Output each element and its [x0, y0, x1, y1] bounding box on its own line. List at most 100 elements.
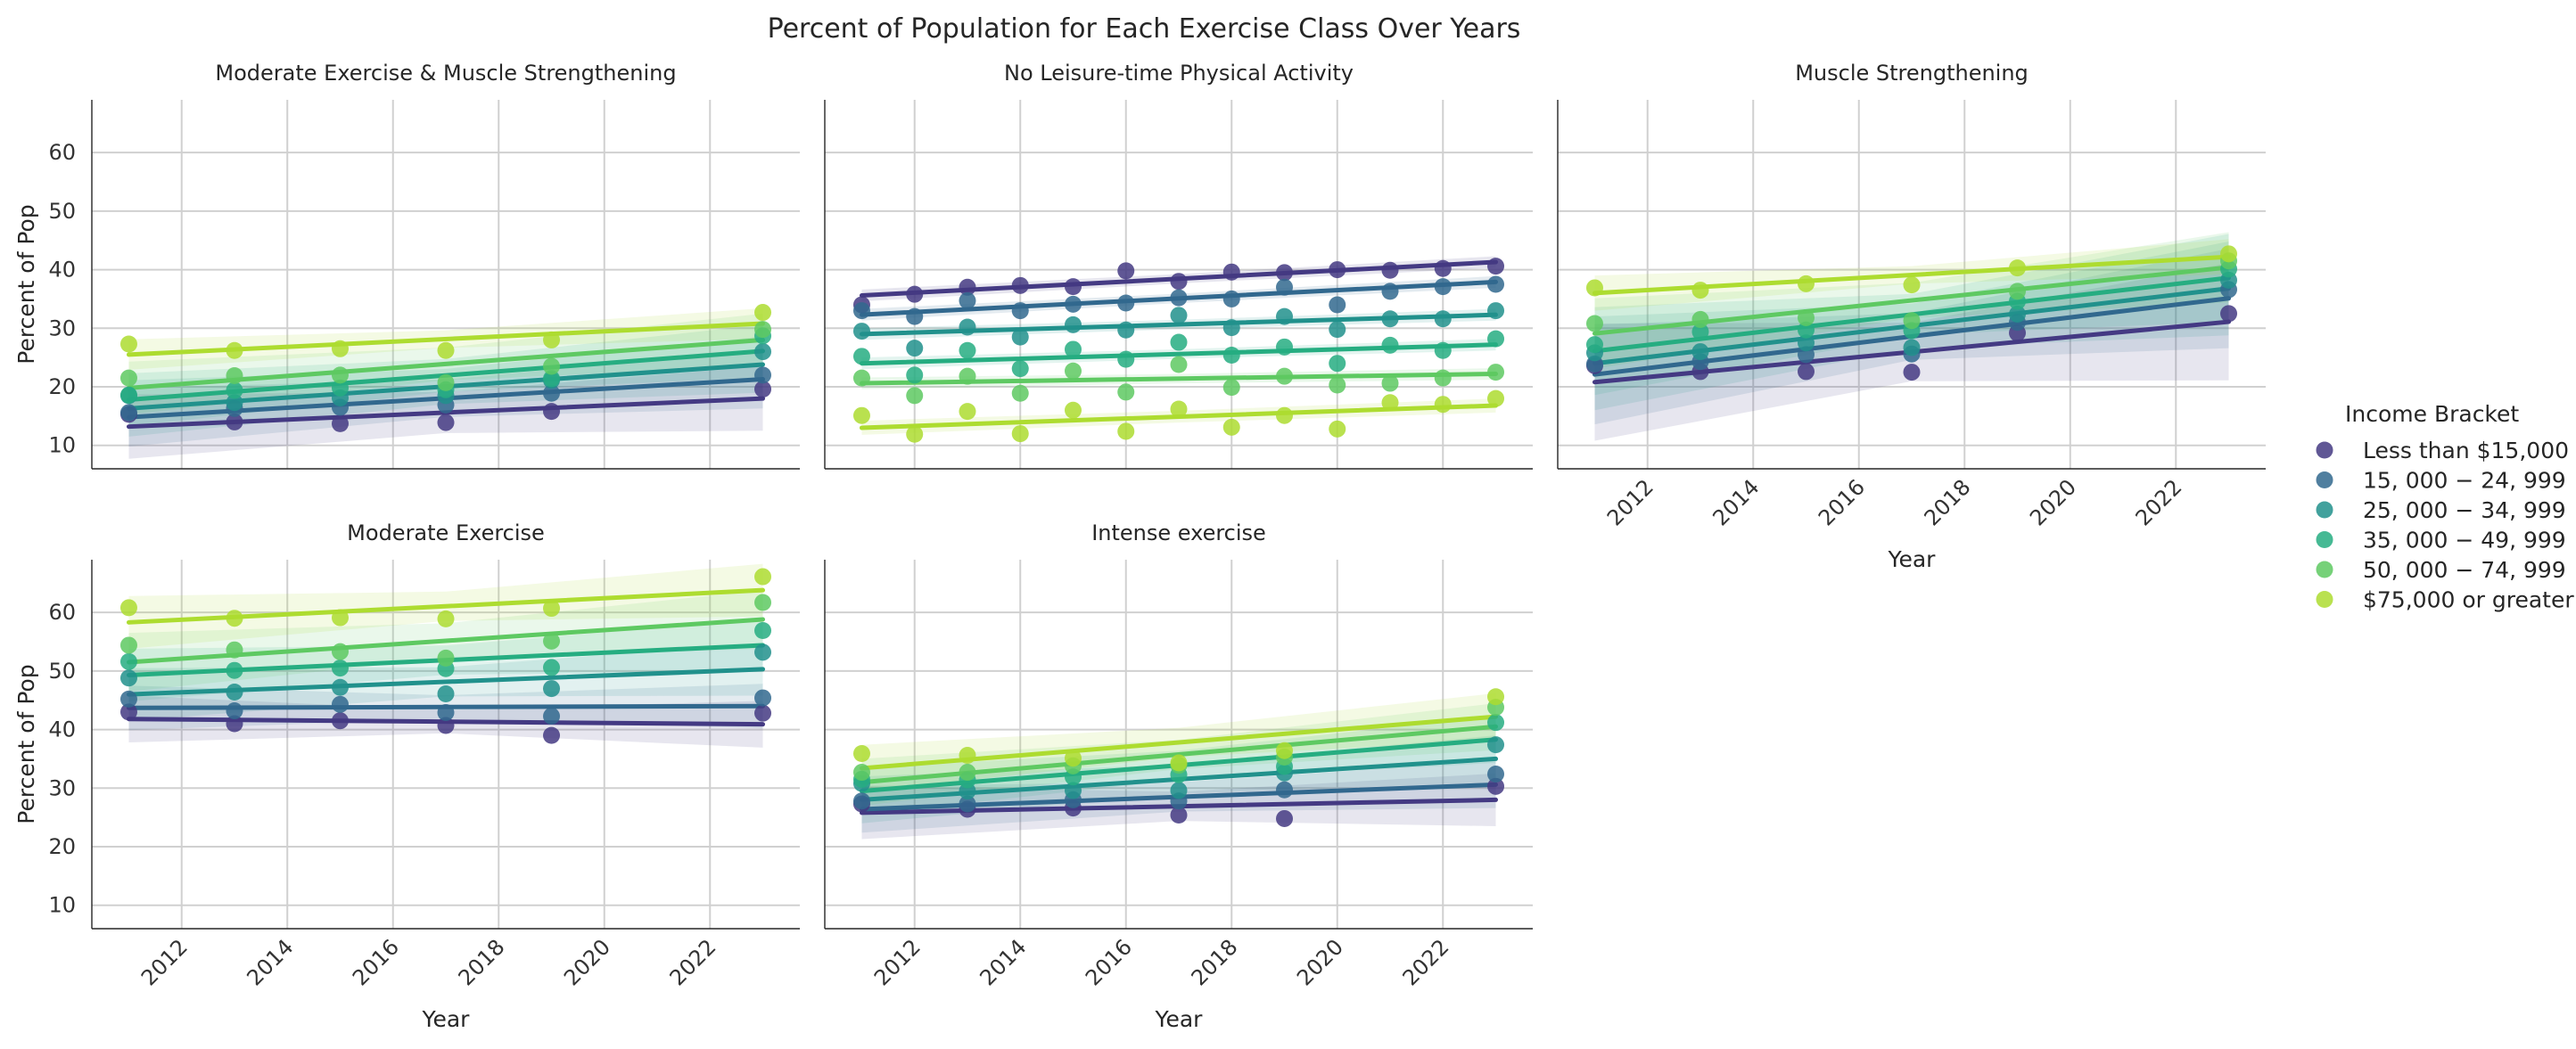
x-tick-label: 2022: [665, 934, 721, 990]
data-point-less-than-15-000: [1487, 258, 1505, 275]
data-point-25-000-34-999: [543, 680, 561, 698]
data-point-35-000-49-999: [1117, 350, 1135, 368]
data-point-25-000-34-999: [119, 669, 137, 687]
data-point-50-000-74-999: [1434, 369, 1452, 387]
data-point-35-000-49-999: [1011, 360, 1029, 378]
panel-moderate-exercise-muscle-strengthening: Moderate Exercise & Muscle Strengthening…: [13, 61, 800, 470]
data-point-75-000-or-greater: [1170, 754, 1188, 772]
data-point-50-000-74-999: [852, 369, 870, 387]
x-tick-label: 2012: [136, 934, 193, 990]
x-tick-label: 2014: [1708, 474, 1764, 530]
data-point-75-000-or-greater: [2220, 245, 2238, 263]
data-point-75-000-or-greater: [1222, 418, 1240, 436]
data-point-35-000-49-999: [1585, 336, 1603, 354]
x-tick-label: 2020: [559, 934, 615, 990]
data-point-25-000-34-999: [1797, 334, 1815, 352]
chart-title: Percent of Population for Each Exercise …: [768, 13, 1521, 45]
x-tick-label: 2018: [454, 934, 510, 990]
data-point-50-000-74-999: [543, 357, 561, 375]
data-point-25-000-34-999: [1434, 310, 1452, 328]
data-point-75-000-or-greater: [543, 600, 561, 618]
y-tick-label: 30: [48, 316, 76, 340]
data-point-35-000-49-999: [331, 660, 349, 677]
data-point-less-than-15-000: [437, 717, 455, 734]
y-tick-label: 50: [48, 199, 76, 224]
x-axis-label: Year: [422, 1006, 471, 1032]
data-point-75-000-or-greater: [959, 403, 976, 421]
legend-title: Income Bracket: [2345, 401, 2519, 427]
data-point-25-000-34-999: [1170, 307, 1188, 324]
data-point-25-000-34-999: [1381, 310, 1399, 328]
y-tick-label: 60: [48, 600, 76, 625]
data-point-25-000-34-999: [1487, 736, 1505, 754]
data-point-50-000-74-999: [119, 636, 137, 654]
data-point-15-000-24-999: [1011, 302, 1029, 320]
legend-label: 50, 000 − 74, 999: [2363, 557, 2566, 583]
data-point-50-000-74-999: [754, 594, 772, 611]
legend-item-less-than-15-000: Less than $15,000: [2316, 438, 2569, 463]
data-point-less-than-15-000: [1117, 262, 1135, 280]
data-point-35-000-49-999: [1434, 341, 1452, 359]
data-point-50-000-74-999: [1329, 376, 1346, 394]
data-point-50-000-74-999: [1487, 364, 1505, 381]
data-point-50-000-74-999: [437, 649, 455, 667]
x-tick-label: 2020: [2025, 474, 2081, 530]
data-point-15-000-24-999: [1064, 295, 1082, 313]
data-point-15-000-24-999: [852, 302, 870, 320]
data-point-less-than-15-000: [119, 703, 137, 721]
data-point-15-000-24-999: [1117, 294, 1135, 312]
data-point-35-000-49-999: [1381, 336, 1399, 354]
data-point-15-000-24-999: [1487, 766, 1505, 783]
x-tick-label: 2014: [242, 934, 298, 990]
data-point-15-000-24-999: [959, 291, 976, 309]
panel-intense-exercise: Intense exercise 2012 2014 2016 2018 2020 2022…: [824, 520, 1533, 1032]
data-point-25-000-34-999: [1903, 339, 1921, 356]
data-point-35-000-49-999: [959, 341, 976, 359]
data-point-less-than-15-000: [437, 414, 455, 431]
data-point-15-000-24-999: [1381, 283, 1399, 300]
panel-moderate-exercise: Moderate Exercise 10 20 30 40 50 60 Percent of …: [13, 520, 800, 1032]
data-point-15-000-24-999: [1797, 346, 1815, 364]
data-point-15-000-24-999: [754, 689, 772, 707]
data-point-75-000-or-greater: [906, 425, 924, 443]
data-point-35-000-49-999: [1329, 355, 1346, 373]
data-point-15-000-24-999: [906, 307, 924, 325]
legend-item-50-000-74-999: 50, 000 − 74, 999: [2316, 557, 2566, 583]
panel-title: Moderate Exercise & Muscle Strengthening: [215, 61, 676, 86]
data-point-50-000-74-999: [1276, 367, 1294, 385]
legend-marker: [2316, 471, 2333, 488]
x-tick-label: 2018: [1187, 934, 1243, 990]
data-point-25-000-34-999: [1222, 319, 1240, 337]
data-point-50-000-74-999: [906, 387, 924, 405]
data-point-50-000-74-999: [1691, 310, 1709, 328]
legend: Income Bracket Less than $15,000 15, 000 −…: [2316, 401, 2574, 613]
data-point-50-000-74-999: [226, 641, 243, 659]
data-point-less-than-15-000: [1487, 777, 1505, 795]
data-point-less-than-15-000: [331, 712, 349, 730]
data-point-less-than-15-000: [543, 726, 561, 744]
data-point-15-000-24-999: [543, 384, 561, 402]
data-point-35-000-49-999: [543, 370, 561, 388]
y-tick-label: 60: [48, 140, 76, 165]
data-point-15-000-24-999: [119, 690, 137, 708]
data-point-35-000-49-999: [1276, 338, 1294, 356]
data-point-50-000-74-999: [437, 373, 455, 391]
y-tick-label: 40: [48, 717, 76, 742]
legend-label: Less than $15,000: [2363, 438, 2569, 463]
y-tick-label: 40: [48, 258, 76, 283]
data-point-75-000-or-greater: [543, 331, 561, 348]
data-point-35-000-49-999: [906, 366, 924, 384]
data-point-less-than-15-000: [1434, 259, 1452, 277]
y-tick-label: 10: [48, 433, 76, 458]
data-point-less-than-15-000: [1903, 364, 1921, 381]
data-point-50-000-74-999: [1170, 356, 1188, 373]
panel-title: Muscle Strengthening: [1795, 61, 2029, 86]
data-point-less-than-15-000: [1064, 278, 1082, 296]
data-point-75-000-or-greater: [1011, 425, 1029, 443]
data-point-50-000-74-999: [2009, 283, 2027, 300]
y-tick-label: 50: [48, 659, 76, 684]
panel-title: No Leisure-time Physical Activity: [1004, 61, 1354, 86]
data-point-25-000-34-999: [1064, 782, 1082, 799]
data-point-15-000-24-999: [1434, 278, 1452, 296]
data-point-less-than-15-000: [1011, 276, 1029, 294]
